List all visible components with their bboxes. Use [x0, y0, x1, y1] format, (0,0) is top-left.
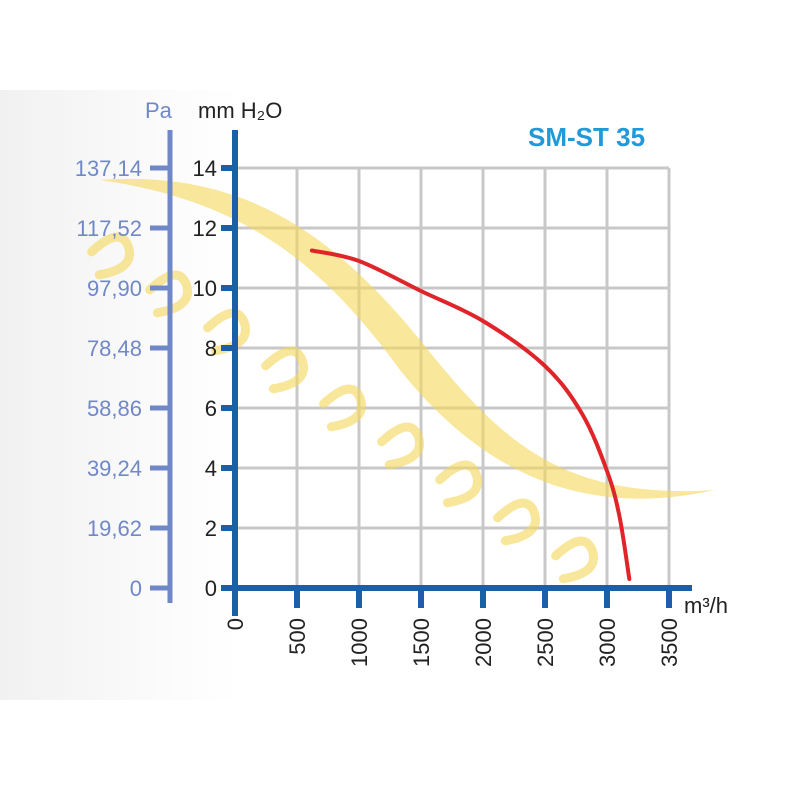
x-tick-label: 1000 [347, 618, 372, 667]
y-axis-label: mm H₂O [198, 98, 282, 123]
pa-tick-label: 58,86 [87, 396, 142, 421]
x-tick-label: 2500 [533, 618, 558, 667]
y-tick-label: 2 [205, 516, 217, 541]
y-tick-label: 10 [193, 276, 217, 301]
pa-tick-label: 97,90 [87, 276, 142, 301]
x-tick-label: 2000 [471, 618, 496, 667]
y-tick-label: 4 [205, 456, 217, 481]
x-tick-label: 1500 [409, 618, 434, 667]
x-tick-label: 3500 [657, 618, 682, 667]
pa-tick-label: 0 [130, 576, 142, 601]
series-line-sm-st-35 [309, 248, 632, 581]
y-tick-label: 12 [193, 216, 217, 241]
pa-tick-label: 117,52 [76, 216, 142, 241]
pa-axis-label: Pa [145, 98, 173, 123]
y-tick-label: 14 [193, 156, 217, 181]
x-tick-label: 500 [285, 618, 310, 655]
y-tick-label: 6 [205, 396, 217, 421]
chart-title: SM-ST 35 [528, 122, 645, 152]
y-tick-label: 0 [205, 576, 217, 601]
x-axis-label: m³/h [684, 593, 728, 618]
pa-tick-label: 39,24 [87, 456, 142, 481]
x-tick-label: 3000 [595, 618, 620, 667]
x-tick-label: 0 [223, 618, 248, 630]
pa-tick-label: 137,14 [75, 156, 142, 181]
watermark-swoosh [100, 178, 715, 499]
y-tick-label: 8 [205, 336, 217, 361]
pa-tick-label: 19,62 [87, 516, 142, 541]
pa-tick-label: 78,48 [87, 336, 142, 361]
